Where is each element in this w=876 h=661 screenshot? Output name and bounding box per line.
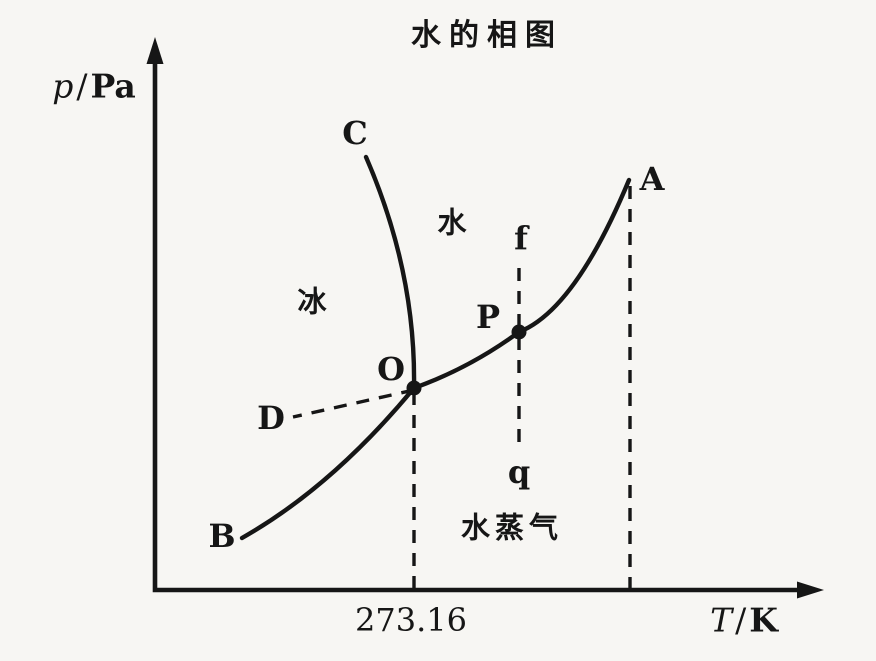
markers-layer: [406, 324, 527, 396]
point-label-P: P: [475, 298, 501, 336]
axis-lines: [152, 53, 809, 593]
x-axis-symbol: T: [710, 600, 733, 640]
guide-label-q: q: [507, 453, 531, 491]
point-label-A: A: [639, 160, 665, 198]
dot-O: [406, 380, 422, 396]
point-label-D: D: [257, 399, 285, 437]
x-axis-separator: /: [735, 600, 747, 640]
point-label-C: C: [342, 114, 368, 152]
x-tick-273-16: 273.16: [355, 601, 467, 639]
vaporization-curve-OA: [411, 177, 632, 391]
supercooled-extension-OD: [292, 388, 415, 419]
dot-P: [511, 324, 527, 340]
region-label-water: 水: [437, 205, 467, 240]
page-title: 水的相图: [411, 18, 563, 53]
y-axis-arrow-icon: [146, 37, 164, 64]
y-axis-unit: Pa: [90, 66, 136, 106]
axes: [146, 37, 824, 599]
region-label-ice: 冰: [297, 284, 327, 319]
x-axis-arrow-icon: [797, 581, 824, 599]
sublimation-curve-OB: [239, 385, 417, 541]
guide-label-f: f: [514, 219, 528, 257]
point-label-B: B: [208, 517, 236, 555]
y-axis-symbol: p: [52, 66, 74, 106]
y-axis-label: p/Pa: [52, 70, 136, 103]
x-axis-unit: K: [749, 600, 778, 640]
curves-layer: [239, 154, 632, 588]
fusion-curve-OC: [363, 154, 417, 391]
region-label-vapor: 水蒸气: [460, 510, 564, 545]
point-label-O: O: [377, 350, 405, 388]
y-axis-separator: /: [76, 66, 88, 106]
x-axis-label: T/K: [710, 604, 778, 637]
